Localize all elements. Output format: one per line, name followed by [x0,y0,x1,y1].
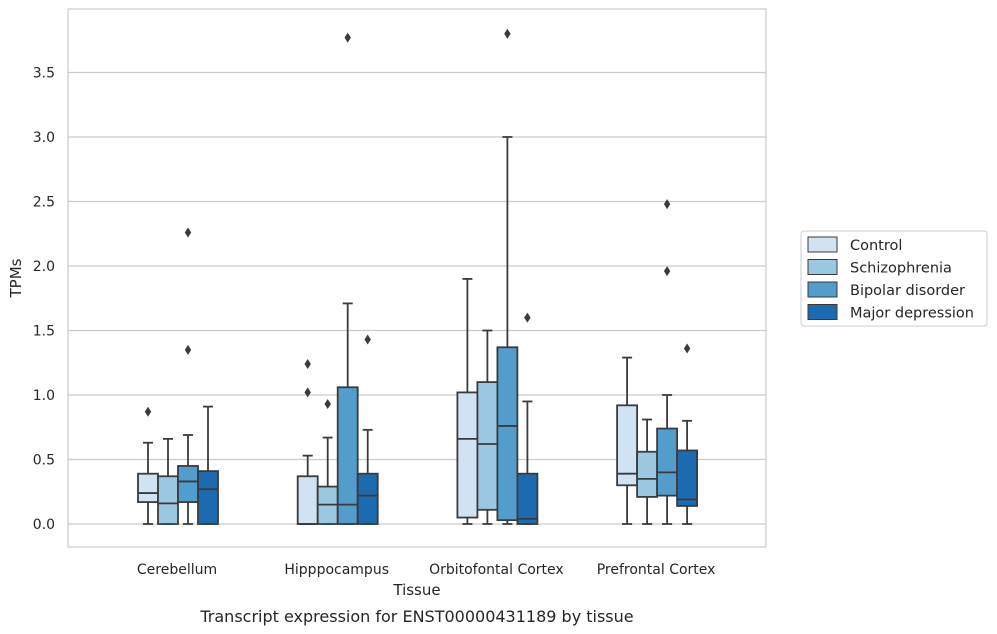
y-tick-label: 3.0 [33,130,55,146]
legend-label: Major depression [850,306,974,322]
outlier-point [144,406,152,417]
iqr-box [516,472,539,525]
box-bipolar-disorder [336,32,359,525]
iqr-box [656,427,678,497]
legend-swatch [807,259,838,275]
box-control [616,356,638,525]
y-tick-label: 1.0 [33,388,55,404]
iqr-box [636,450,658,498]
legend-swatch [807,281,838,298]
iqr-box [456,391,479,519]
y-tick-label: 3.5 [33,66,55,82]
outlier-point [364,334,371,345]
box-major-depression [516,312,539,525]
outlier-point [663,266,671,277]
box-bipolar-disorder [496,28,519,525]
outlier-point [304,387,311,398]
y-axis-title: TPMs [7,258,25,298]
x-tick-label: Hipppocampus [284,562,389,578]
legend-label: Bipolar disorder [850,283,965,299]
figure-caption: Transcript expression for ENST0000043118… [199,607,633,626]
iqr-box [476,381,499,511]
legend-label: Schizophrenia [850,261,952,277]
legend-frame [800,230,988,327]
box-control [137,406,159,525]
iqr-box [496,346,519,522]
x-axis-title: Tissue [392,581,440,599]
outlier-point [663,199,671,210]
y-tick-label: 0.5 [33,453,55,469]
outlier-point [184,344,192,355]
y-tick-label: 2.5 [33,195,55,211]
outlier-point [344,32,351,43]
y-tick-label: 0.0 [33,517,55,533]
legend: Control Schizophrenia Bipolar disorder Majo… [800,230,988,327]
iqr-box [356,472,379,525]
y-tick-label: 1.5 [33,324,55,340]
iqr-box [177,465,199,503]
outlier-point [304,359,311,370]
legend-swatch [807,304,838,320]
iqr-box [336,386,359,525]
iqr-box [137,472,159,503]
y-axis-ticks: 0.0 0.5 1.0 1.5 2.0 2.5 3.0 3.5 [33,66,55,534]
iqr-box [676,449,698,507]
iqr-box [157,475,179,525]
x-tick-label: Prefrontal Cortex [597,562,716,578]
iqr-box [616,404,638,487]
outlier-point [524,312,531,323]
box-schizophrenia [316,399,339,525]
outlier-point [683,343,691,354]
y-tick-label: 2.0 [33,259,55,275]
box-major-depression [197,405,219,525]
box-major-depression [356,334,379,525]
iqr-box [197,470,219,525]
outlier-point [504,28,511,39]
iqr-box [296,475,319,525]
legend-label: Control [850,238,902,254]
x-tick-label: Orbitofontal Cortex [429,562,564,578]
box-major-depression [676,343,698,525]
outlier-point [324,399,331,410]
box-control [296,359,319,525]
x-tick-label: Cerebellum [137,562,217,578]
outlier-point [184,227,192,238]
boxes [137,28,698,525]
x-axis-ticks: Cerebellum Hipppocampus Orbitofontal Corte… [137,562,716,578]
legend-swatch [807,236,838,253]
